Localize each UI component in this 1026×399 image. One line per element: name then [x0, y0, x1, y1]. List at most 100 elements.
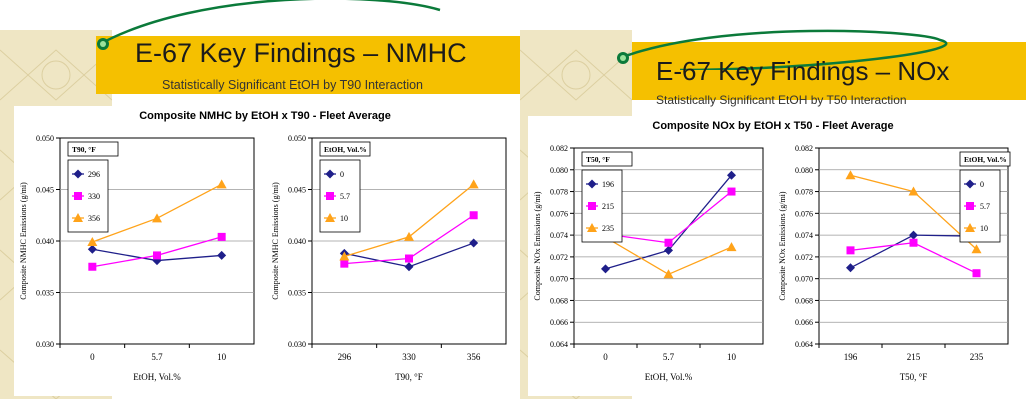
data-point [339, 251, 350, 261]
chart-nmhc-by-t90: 0.030 0.035 0.040 0.045 0.050 296 330 356 T90, °… [271, 134, 507, 382]
legend-title: EtOH, Vol.% [964, 155, 1007, 164]
y-tick-label: 0.035 [288, 289, 306, 298]
slide-title: E-67 Key Findings – NOx [656, 56, 950, 86]
x-tick-label: 0 [603, 352, 608, 362]
legend-title: T50, °F [586, 155, 610, 164]
legend-marker [73, 169, 83, 179]
y-tick-label: 0.050 [36, 134, 54, 143]
x-axis-label: T90, °F [395, 372, 423, 382]
legend-entry: 10 [980, 224, 988, 233]
data-point [404, 231, 414, 241]
chart-nox-by-etoh: 0.064 0.066 0.068 0.070 0.072 0.074 0.076 0.078… [533, 144, 764, 382]
x-tick-label: 296 [338, 352, 352, 362]
legend-entry: 296 [88, 170, 100, 179]
data-point [846, 246, 855, 255]
legend-marker [325, 169, 335, 179]
data-point [217, 232, 226, 241]
slide-subtitle: Statistically Significant EtOH by T90 In… [162, 78, 423, 92]
data-point [663, 269, 674, 279]
x-tick-label: 10 [217, 352, 227, 362]
data-point [601, 264, 610, 274]
x-tick-label: 235 [970, 352, 984, 362]
data-point [845, 170, 856, 180]
chart-nmhc-by-etoh: 0.030 0.035 0.040 0.045 0.050 0 5.7 10 EtOH, Vol… [19, 134, 255, 382]
legend-marker [965, 223, 975, 232]
y-tick-label: 0.082 [550, 144, 568, 153]
y-tick-label: 0.072 [550, 253, 568, 262]
x-tick-label: 5.7 [151, 352, 163, 362]
legend-title-box [319, 141, 371, 157]
legend: EtOH, Vol.% 0 5.7 10 [959, 151, 1011, 243]
x-tick-label: 356 [467, 352, 481, 362]
chart-panel-nmhc: Composite NMHC by EtOH x T90 - Fleet Ave… [14, 106, 516, 396]
legend-entry: 330 [88, 192, 100, 201]
y-tick-label: 0.040 [288, 237, 306, 246]
y-axis-label: Composite NMHC Emissions (g/mi) [271, 182, 280, 300]
chart-heading: Composite NOx by EtOH x T50 - Fleet Aver… [652, 120, 894, 132]
series-5.7 [340, 211, 478, 268]
legend-entry: 356 [88, 214, 100, 223]
legend-marker [326, 192, 334, 200]
y-tick-label: 0.072 [795, 253, 813, 262]
y-tick-label: 0.045 [288, 186, 306, 195]
y-tick-label: 0.080 [795, 166, 813, 175]
data-point [340, 259, 349, 268]
legend-marker [588, 202, 596, 210]
swoosh-decoration [617, 29, 948, 70]
y-tick-label: 0.068 [795, 296, 813, 305]
slide-nox: E-67 Key Findings – NOx Statistically Si… [520, 0, 1026, 399]
legend-title-box [581, 151, 633, 167]
data-point [88, 262, 97, 271]
slide-subtitle: Statistically Significant EtOH by T50 In… [656, 93, 907, 107]
slide-title: E-67 Key Findings – NMHC [135, 38, 467, 68]
data-point [909, 230, 918, 240]
title-bar [96, 36, 520, 94]
legend-entry: 215 [602, 202, 614, 211]
legend-entry: 235 [602, 224, 614, 233]
y-tick-label: 0.066 [550, 318, 568, 327]
legend-marker [325, 213, 335, 222]
series-10 [845, 170, 982, 254]
series-196 [601, 170, 736, 274]
data-point [404, 262, 414, 272]
data-point [908, 186, 919, 196]
y-tick-label: 0.074 [795, 231, 813, 240]
y-tick-label: 0.040 [36, 237, 54, 246]
chart-heading: Composite NMHC by EtOH x T90 - Fleet Ave… [139, 110, 391, 122]
data-point [468, 179, 479, 189]
y-tick-label: 0.074 [550, 231, 568, 240]
data-point [87, 244, 97, 254]
legend: T50, °F 196 215 235 [581, 151, 633, 243]
y-tick-label: 0.070 [795, 275, 813, 284]
legend-entry: 196 [602, 180, 614, 189]
y-tick-label: 0.082 [795, 144, 813, 153]
data-point [971, 244, 982, 254]
x-tick-label: 330 [402, 352, 416, 362]
swoosh-decoration [97, 0, 441, 50]
top-band [0, 0, 520, 30]
data-point [664, 245, 673, 255]
data-point [664, 238, 673, 247]
x-axis-label: T50, °F [900, 372, 928, 382]
chart-nox-by-t50: 0.064 0.066 0.068 0.070 0.072 0.074 0.076 0.078… [778, 144, 1011, 382]
legend-marker [73, 213, 83, 222]
data-point [469, 211, 478, 220]
y-tick-label: 0.064 [795, 340, 813, 349]
legend-title: EtOH, Vol.% [324, 145, 367, 154]
legend-marker [965, 179, 975, 189]
y-tick-label: 0.030 [36, 340, 54, 349]
y-tick-label: 0.080 [550, 166, 568, 175]
legend-marker [966, 202, 974, 210]
y-tick-label: 0.035 [36, 289, 54, 298]
y-tick-label: 0.064 [550, 340, 568, 349]
x-tick-label: 215 [907, 352, 921, 362]
y-tick-label: 0.045 [36, 186, 54, 195]
data-point [152, 213, 162, 223]
title-bar [632, 42, 1026, 100]
x-tick-label: 10 [727, 352, 737, 362]
legend-entry: 5.7 [980, 202, 990, 211]
y-tick-label: 0.070 [550, 275, 568, 284]
series-330 [88, 232, 226, 271]
data-point [469, 238, 479, 248]
y-axis-label: Composite NOx Emissions (g/mi) [778, 191, 787, 300]
